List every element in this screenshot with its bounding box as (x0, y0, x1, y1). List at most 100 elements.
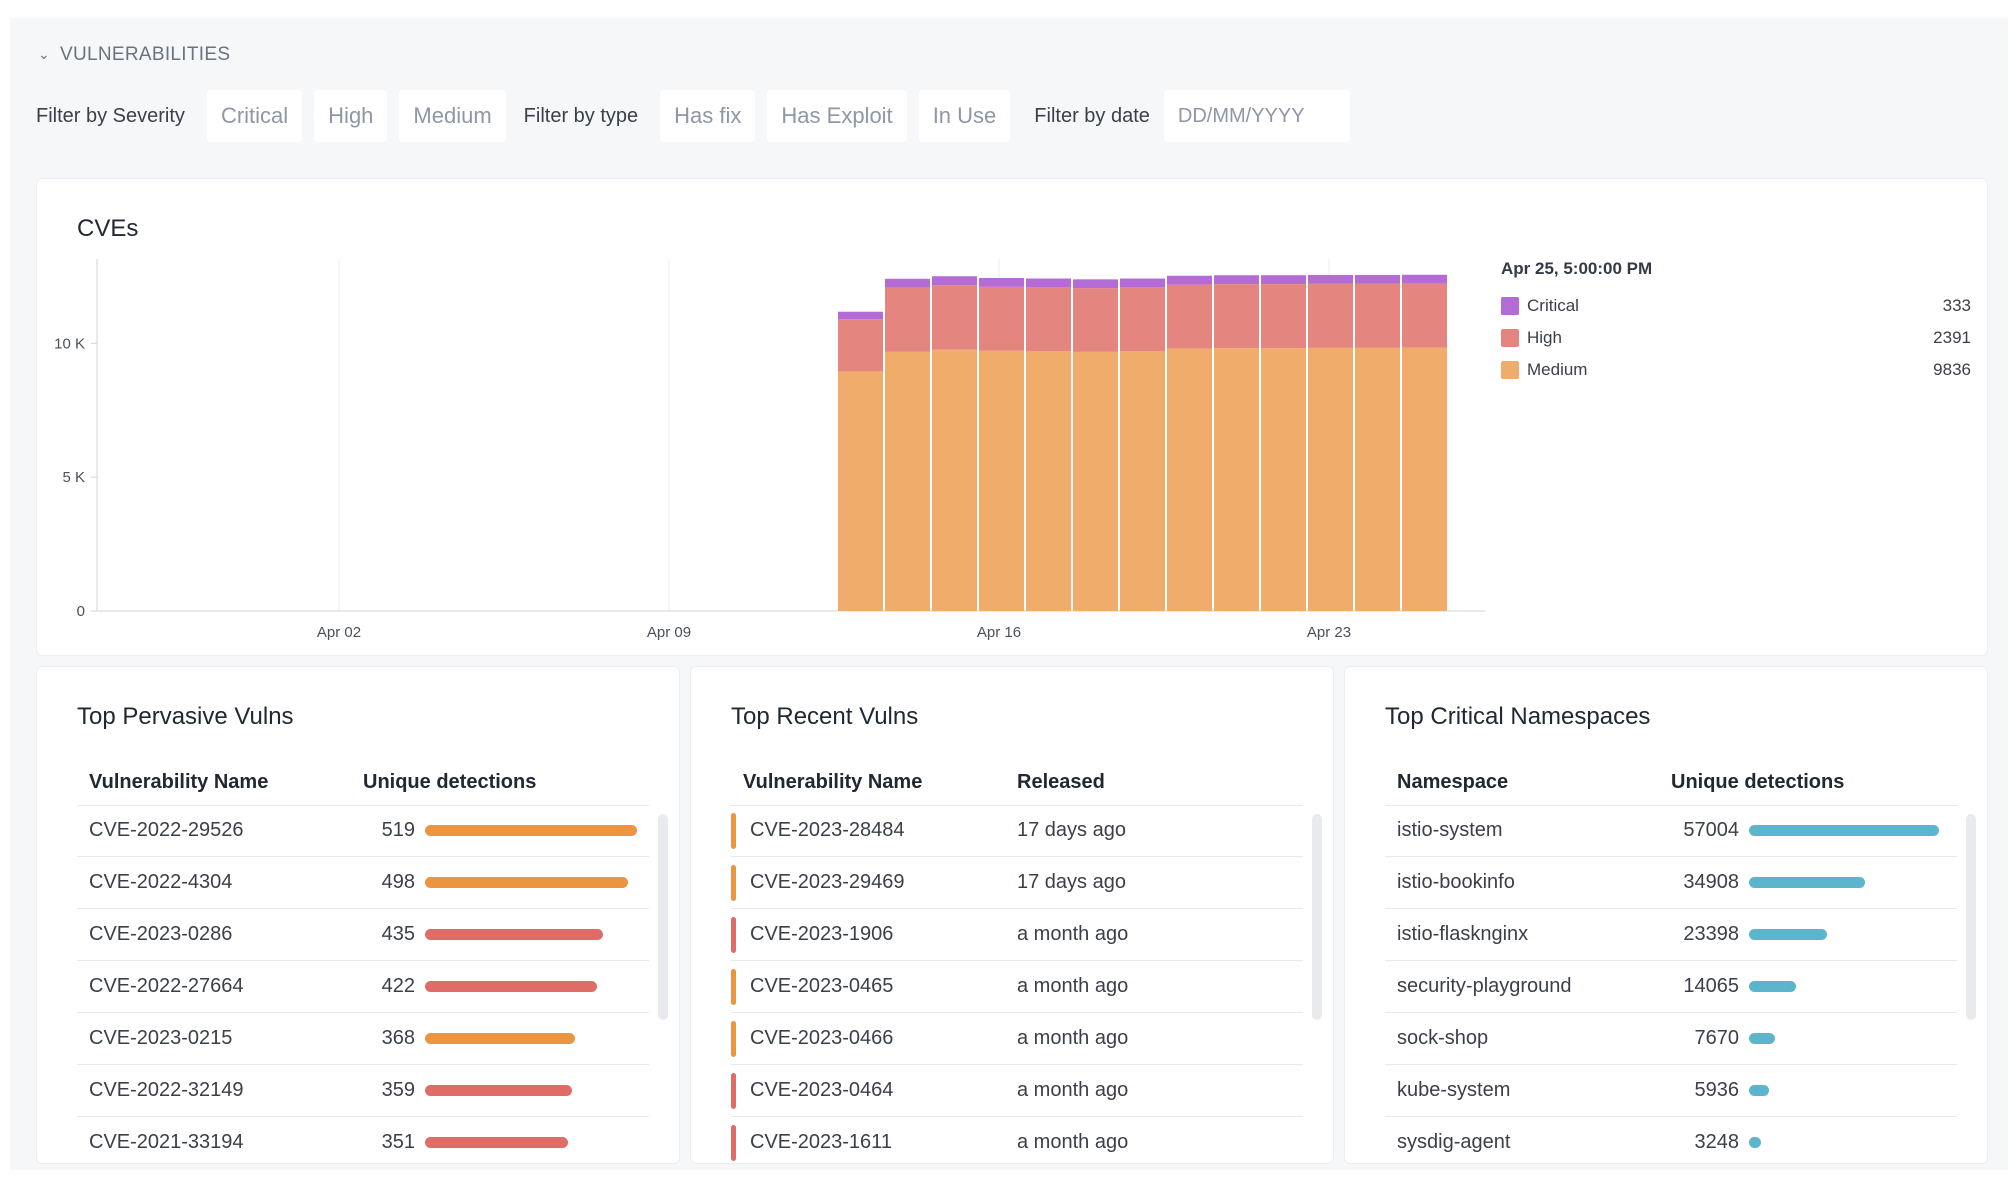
bar-segment-high (885, 287, 930, 352)
detection-bar (425, 1085, 572, 1096)
severity-chip-high[interactable]: High (314, 90, 388, 142)
vulnerability-cell: CVE-2023-0464 (731, 1072, 1017, 1109)
bar-segment-high (1026, 287, 1071, 352)
severity-indicator (731, 916, 736, 953)
released-time: a month ago (1017, 1079, 1129, 1101)
table-row[interactable]: kube-system 5936 (1385, 1065, 1957, 1117)
bar-segment-medium (932, 349, 977, 611)
released-time: 17 days ago (1017, 871, 1126, 893)
table-row[interactable]: istio-flasknginx 23398 (1385, 909, 1957, 961)
pervasive-table-header: Vulnerability Name Unique detections (77, 759, 649, 806)
detection-count: 34908 (1683, 871, 1739, 893)
legend-value: 2391 (1933, 328, 1971, 347)
col-released[interactable]: Released (1017, 770, 1105, 793)
legend-item-medium[interactable]: Medium 9836 (1501, 354, 1971, 386)
bar-segment-critical (932, 276, 977, 286)
vulnerability-name[interactable]: CVE-2022-32149 (89, 1079, 244, 1101)
severity-indicator (731, 968, 736, 1005)
severity-indicator (731, 1020, 736, 1057)
x-tick-label: Apr 23 (1307, 624, 1351, 641)
recent-scrollbar[interactable] (1312, 814, 1322, 1020)
vulnerability-name[interactable]: CVE-2023-0286 (89, 923, 233, 945)
table-row[interactable]: CVE-2022-27664 422 (77, 961, 649, 1013)
recent-table: CVE-2023-28484 17 days ago CVE-2023-29469 1… (731, 805, 1303, 1163)
col-vulnerability-name[interactable]: Vulnerability Name (89, 770, 269, 793)
y-tick-label: 10 K (54, 335, 85, 352)
vulnerability-name[interactable]: CVE-2023-0466 (750, 1027, 894, 1049)
namespace-name[interactable]: istio-bookinfo (1397, 871, 1515, 893)
bar-segment-medium (1402, 347, 1447, 611)
table-row[interactable]: CVE-2023-0215 368 (77, 1013, 649, 1065)
namespace-name[interactable]: security-playground (1397, 975, 1572, 997)
bar-segment-medium (1167, 348, 1212, 611)
bar-segment-critical (838, 311, 883, 320)
released-time: a month ago (1017, 1131, 1129, 1153)
table-row[interactable]: CVE-2023-29469 17 days ago (731, 857, 1303, 909)
released-time: 17 days ago (1017, 819, 1126, 841)
namespaces-table-header: Namespace Unique detections (1385, 759, 1957, 806)
table-row[interactable]: CVE-2023-0466 a month ago (731, 1013, 1303, 1065)
vulnerability-name[interactable]: CVE-2022-4304 (89, 871, 233, 893)
vulnerability-name[interactable]: CVE-2023-1906 (750, 923, 894, 945)
table-row[interactable]: security-playground 14065 (1385, 961, 1957, 1013)
detection-bar (1749, 1033, 1775, 1044)
namespace-name[interactable]: sysdig-agent (1397, 1131, 1511, 1153)
legend-swatch (1501, 297, 1519, 315)
bar-segment-critical (1261, 275, 1306, 285)
table-row[interactable]: sock-shop 7670 (1385, 1013, 1957, 1065)
type-chip-has-fix[interactable]: Has fix (660, 90, 756, 142)
table-row[interactable]: CVE-2023-0286 435 (77, 909, 649, 961)
severity-chip-critical[interactable]: Critical (206, 90, 303, 142)
table-row[interactable]: sysdig-agent 3248 (1385, 1117, 1957, 1163)
namespace-name[interactable]: sock-shop (1397, 1027, 1489, 1049)
namespace-name[interactable]: istio-flasknginx (1397, 923, 1529, 945)
namespace-name[interactable]: istio-system (1397, 819, 1503, 841)
table-row[interactable]: CVE-2023-0465 a month ago (731, 961, 1303, 1013)
detection-count: 498 (381, 871, 415, 893)
released-time: a month ago (1017, 1027, 1129, 1049)
vulnerability-name[interactable]: CVE-2022-27664 (89, 975, 244, 997)
table-row[interactable]: CVE-2023-1906 a month ago (731, 909, 1303, 961)
vulnerability-name[interactable]: CVE-2023-0464 (750, 1079, 894, 1101)
date-filter-input[interactable] (1163, 90, 1350, 142)
table-row[interactable]: istio-system 57004 (1385, 805, 1957, 857)
namespace-name[interactable]: kube-system (1397, 1079, 1511, 1101)
bar-segment-medium (838, 371, 883, 611)
vulnerability-name[interactable]: CVE-2023-28484 (750, 819, 905, 841)
detection-bar (1749, 877, 1865, 888)
bar-segment-high (1120, 287, 1165, 352)
legend-item-high[interactable]: High 2391 (1501, 322, 1971, 354)
table-row[interactable]: CVE-2023-0464 a month ago (731, 1065, 1303, 1117)
type-chip-in-use[interactable]: In Use (918, 90, 1011, 142)
chart-legend: Apr 25, 5:00:00 PM Critical 333 High 2391 Me… (1501, 259, 1971, 386)
vulnerability-name[interactable]: CVE-2021-33194 (89, 1131, 244, 1153)
col-unique-detections[interactable]: Unique detections (363, 770, 537, 793)
legend-item-critical[interactable]: Critical 333 (1501, 290, 1971, 322)
vulnerability-name[interactable]: CVE-2022-29526 (89, 819, 244, 841)
table-row[interactable]: CVE-2023-1611 a month ago (731, 1117, 1303, 1163)
type-chip-has-exploit[interactable]: Has Exploit (767, 90, 907, 142)
bar-segment-high (1261, 284, 1306, 349)
table-row[interactable]: CVE-2022-29526 519 (77, 805, 649, 857)
col-namespace[interactable]: Namespace (1397, 770, 1509, 793)
cves-title: CVEs (77, 215, 139, 242)
table-row[interactable]: CVE-2023-28484 17 days ago (731, 805, 1303, 857)
bar-segment-medium (1355, 347, 1400, 611)
namespaces-scrollbar[interactable] (1966, 814, 1976, 1020)
table-row[interactable]: CVE-2021-33194 351 (77, 1117, 649, 1163)
vulnerability-name[interactable]: CVE-2023-0465 (750, 975, 894, 997)
severity-chip-medium[interactable]: Medium (399, 90, 506, 142)
table-row[interactable]: CVE-2022-4304 498 (77, 857, 649, 909)
section-toggle[interactable]: ⌄ VULNERABILITIES (38, 40, 230, 70)
vulnerability-name[interactable]: CVE-2023-1611 (750, 1131, 892, 1153)
table-row[interactable]: CVE-2022-32149 359 (77, 1065, 649, 1117)
namespaces-title: Top Critical Namespaces (1385, 703, 1651, 730)
vulnerability-name[interactable]: CVE-2023-29469 (750, 871, 905, 893)
col-vulnerability-name[interactable]: Vulnerability Name (743, 770, 923, 793)
pervasive-scrollbar[interactable] (658, 814, 668, 1020)
recent-vulns-card: Top Recent Vulns Vulnerability Name Rele… (690, 666, 1334, 1164)
vulnerability-name[interactable]: CVE-2023-0215 (89, 1027, 233, 1049)
pervasive-title: Top Pervasive Vulns (77, 703, 294, 730)
table-row[interactable]: istio-bookinfo 34908 (1385, 857, 1957, 909)
col-unique-detections[interactable]: Unique detections (1671, 770, 1845, 793)
